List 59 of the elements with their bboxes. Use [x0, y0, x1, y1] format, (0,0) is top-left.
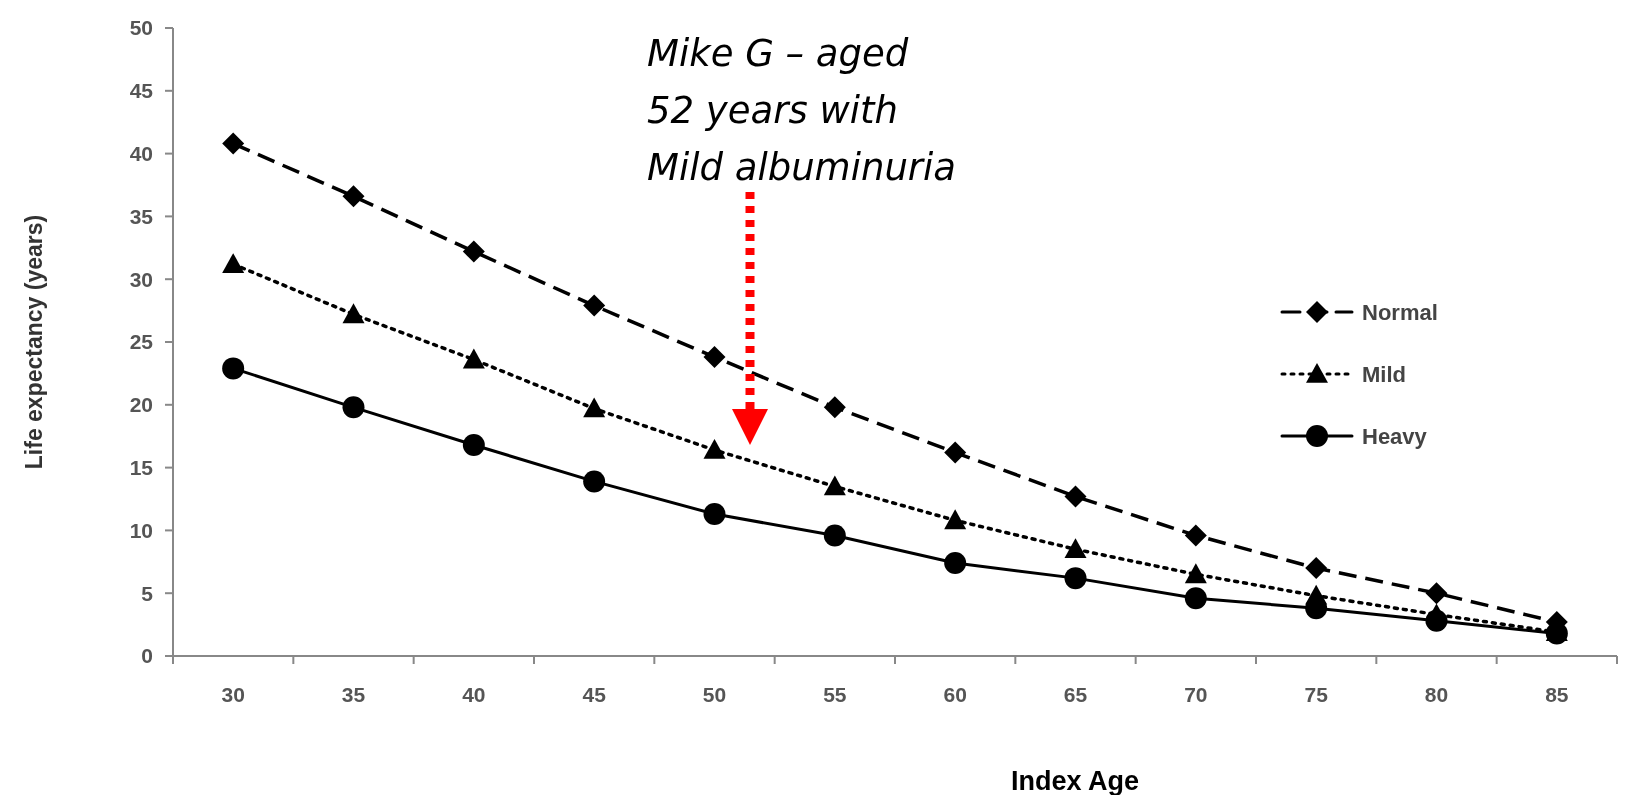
point — [1064, 538, 1087, 559]
x-tick-label: 55 — [823, 683, 847, 706]
x-tick-label: 85 — [1545, 683, 1569, 706]
point — [462, 433, 485, 456]
point — [823, 396, 846, 419]
point — [703, 503, 726, 526]
y-tick-label: 20 — [129, 393, 153, 417]
x-tick-label: 50 — [702, 683, 727, 706]
point — [823, 475, 846, 496]
point — [1184, 563, 1207, 584]
y-tick-label: 30 — [129, 267, 153, 291]
x-tick-label: 35 — [341, 683, 366, 706]
point — [944, 441, 967, 464]
x-tick-label: 30 — [221, 683, 245, 706]
annotation: Mike G – aged 52 years with Mild albuminuria — [647, 32, 957, 189]
point — [583, 294, 606, 317]
y-tick-label: 5 — [141, 581, 154, 605]
point — [823, 524, 846, 547]
point — [342, 185, 365, 208]
point — [462, 240, 485, 263]
y-tick-label: 25 — [129, 330, 154, 354]
point — [342, 303, 365, 324]
legend-label: Mild — [1362, 361, 1406, 387]
point — [342, 396, 365, 419]
y-axis-title: Life expectancy (years) — [21, 214, 47, 470]
point — [1184, 524, 1207, 547]
point — [1545, 622, 1568, 645]
x-tick-label: 60 — [943, 683, 967, 706]
legend-label: Normal — [1362, 299, 1438, 325]
point — [222, 357, 245, 380]
x-tick-label: 65 — [1063, 683, 1088, 706]
point — [222, 132, 245, 155]
y-tick-label: 40 — [129, 141, 153, 165]
x-tick-label: 80 — [1424, 683, 1449, 706]
x-axis-title: Index Age — [1010, 766, 1140, 795]
point — [1064, 567, 1087, 590]
x-tick-label: 70 — [1184, 683, 1208, 706]
point — [1425, 582, 1448, 605]
point — [462, 348, 485, 369]
point — [944, 552, 967, 575]
legend-label: Heavy — [1362, 423, 1428, 449]
y-tick-label: 45 — [129, 79, 154, 103]
x-tick-label: 45 — [582, 683, 607, 706]
point — [1184, 587, 1207, 610]
point — [1305, 557, 1328, 580]
point — [583, 470, 606, 493]
y-tick-label: 50 — [129, 16, 153, 40]
point — [583, 397, 606, 418]
y-tick-label: 15 — [129, 455, 154, 479]
y-tick-label: 0 — [141, 644, 153, 668]
point — [703, 346, 726, 369]
point — [1064, 485, 1087, 508]
point — [222, 253, 245, 273]
y-tick-label: 10 — [129, 518, 153, 542]
point — [944, 509, 967, 530]
y-tick-label: 35 — [129, 204, 154, 228]
point — [703, 439, 726, 459]
x-tick-label: 75 — [1304, 683, 1329, 706]
x-tick-label: 40 — [462, 683, 486, 706]
